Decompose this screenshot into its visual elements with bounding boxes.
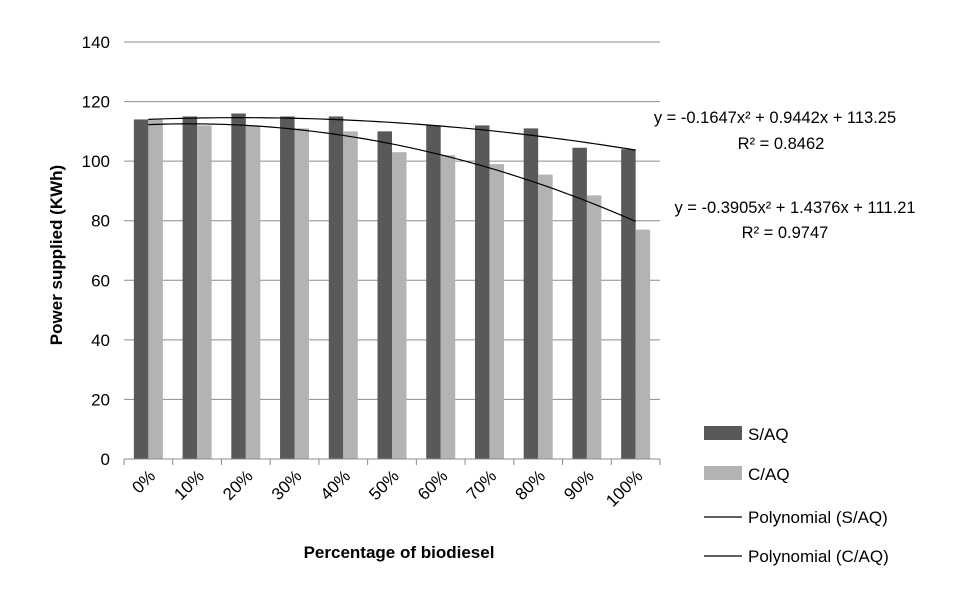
bar-c-aq-30pct <box>294 128 310 459</box>
trendline-r2-s-aq: R² = 0.8462 <box>738 135 825 153</box>
x-tick-80pct: 80% <box>512 466 549 503</box>
bar-c-aq-20pct <box>245 125 261 460</box>
bar-s-aq-40pct <box>328 116 344 459</box>
legend-label-poly-c-aq: Polynomial (C/AQ) <box>748 547 889 566</box>
y-tick-140: 140 <box>82 33 110 52</box>
y-tick-0: 0 <box>101 450 110 469</box>
bar-s-aq-0pct <box>133 119 149 459</box>
bar-c-aq-50pct <box>392 152 407 459</box>
bar-c-aq-80pct <box>538 174 553 459</box>
legend-label-poly-s-aq: Polynomial (S/AQ) <box>748 508 888 527</box>
bar-s-aq-20pct <box>231 113 246 459</box>
legend-label-c-aq: C/AQ <box>748 465 790 484</box>
x-tick-40pct: 40% <box>317 466 354 503</box>
x-axis-title: Percentage of biodiesel <box>304 543 495 562</box>
bar-s-aq-10pct <box>182 116 198 459</box>
x-tick-70pct: 70% <box>463 466 500 503</box>
bar-c-aq-60pct <box>440 155 456 459</box>
trendlines <box>148 117 636 222</box>
y-tick-60: 60 <box>91 271 110 290</box>
trendline-r2-c-aq: R² = 0.9747 <box>742 224 829 242</box>
x-tick-90pct: 90% <box>560 466 597 503</box>
x-tick-50pct: 50% <box>365 466 402 503</box>
x-tick-0pct: 0% <box>128 466 159 497</box>
legend-label-s-aq: S/AQ <box>748 425 789 444</box>
trendline-equation-c-aq: y = -0.3905x² + 1.4376x + 111.21 <box>674 199 915 217</box>
bar-c-aq-70pct <box>489 164 504 459</box>
trendline-1 <box>148 123 636 222</box>
x-tick-10pct: 10% <box>170 466 207 503</box>
y-tick-120: 120 <box>82 93 110 112</box>
x-tick-labels: 0% 10% 20% 30% 40% 50% 60% 70% 80% 90% 100% <box>128 466 646 510</box>
y-axis-title: Power supplied (KWh) <box>47 165 66 345</box>
y-tick-40: 40 <box>91 331 110 350</box>
bar-c-aq-0pct <box>148 119 163 459</box>
bar-s-aq-60pct <box>426 125 441 460</box>
x-tick-100pct: 100% <box>602 466 646 510</box>
x-tick-30pct: 30% <box>268 466 305 503</box>
bar-s-aq-50pct <box>377 131 392 459</box>
x-tick-20pct: 20% <box>219 466 256 503</box>
bar-c-aq-10pct <box>197 125 212 460</box>
x-tick-60pct: 60% <box>414 466 451 503</box>
bar-s-aq-80pct <box>523 128 539 459</box>
legend-swatch-s-aq <box>704 426 742 440</box>
y-tick-20: 20 <box>91 390 110 409</box>
bar-c-aq-90pct <box>586 195 602 459</box>
bars <box>133 113 651 460</box>
bar-c-aq-100pct <box>635 229 651 459</box>
bar-s-aq-90pct <box>572 147 587 459</box>
legend-swatch-c-aq <box>704 466 742 480</box>
trendline-equation-s-aq: y = -0.1647x² + 0.9442x + 113.25 <box>654 109 896 127</box>
bar-s-aq-70pct <box>474 125 490 460</box>
legend: S/AQ C/AQ Polynomial (S/AQ) Polynomial (… <box>704 425 889 566</box>
y-tick-80: 80 <box>91 212 110 231</box>
bar-s-aq-30pct <box>280 116 295 459</box>
bar-s-aq-100pct <box>621 149 636 459</box>
y-tick-100: 100 <box>82 152 110 171</box>
trendline-0 <box>148 117 636 151</box>
bar-c-aq-40pct <box>343 131 358 459</box>
y-tick-labels: 0 20 40 60 80 100 120 140 <box>82 33 110 469</box>
